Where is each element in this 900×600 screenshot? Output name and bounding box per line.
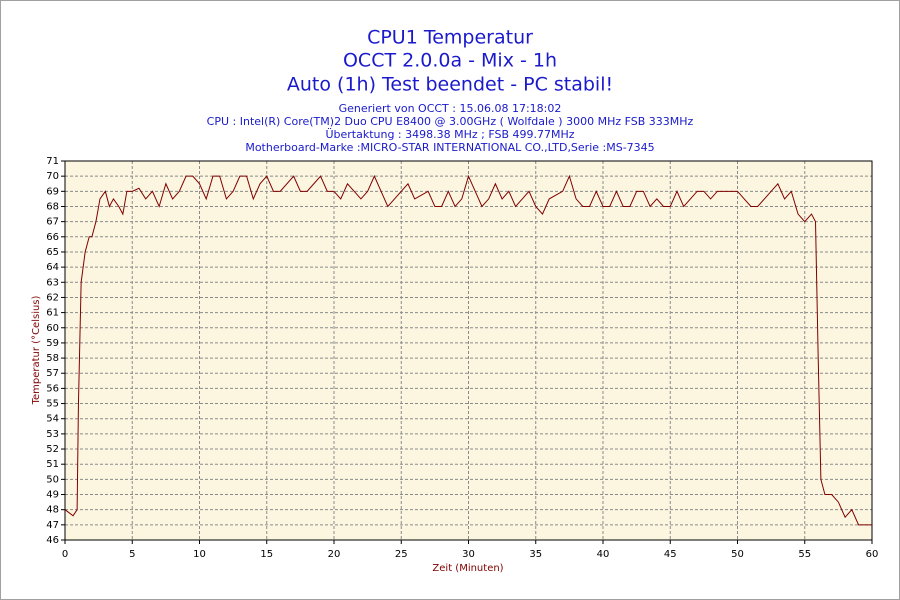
y-tick-label: 68 bbox=[46, 201, 59, 212]
y-axis-label: Temperatur (°Celsius) bbox=[31, 295, 42, 405]
y-tick-label: 66 bbox=[46, 232, 59, 243]
x-tick-label: 15 bbox=[260, 549, 273, 560]
x-tick-label: 5 bbox=[129, 549, 135, 560]
y-tick-label: 65 bbox=[46, 247, 59, 258]
info-line: Motherboard-Marke :MICRO-STAR INTERNATIO… bbox=[245, 141, 654, 154]
info-line: CPU : Intel(R) Core(TM)2 Duo CPU E8400 @… bbox=[207, 115, 694, 128]
x-tick-label: 30 bbox=[462, 549, 475, 560]
y-tick-label: 64 bbox=[46, 262, 59, 273]
x-tick-label: 20 bbox=[328, 549, 341, 560]
chart-subtitle: OCCT 2.0.0a - Mix - 1h bbox=[343, 50, 557, 72]
y-tick-label: 69 bbox=[46, 186, 59, 197]
x-tick-label: 50 bbox=[731, 549, 744, 560]
y-tick-label: 57 bbox=[46, 368, 59, 379]
info-line: Übertaktung : 3498.38 MHz ; FSB 499.77MH… bbox=[325, 128, 574, 141]
y-tick-label: 63 bbox=[46, 277, 59, 288]
x-tick-label: 10 bbox=[193, 549, 206, 560]
y-tick-label: 55 bbox=[46, 399, 59, 410]
x-tick-label: 55 bbox=[798, 549, 811, 560]
y-tick-label: 52 bbox=[46, 444, 59, 455]
plot-border bbox=[64, 160, 873, 541]
x-tick-label: 45 bbox=[664, 549, 677, 560]
temperature-line bbox=[64, 174, 872, 526]
y-tick-label: 61 bbox=[46, 308, 59, 319]
chart-title: CPU1 Temperatur bbox=[367, 27, 533, 49]
chart-subtitle: Auto (1h) Test beendet - PC stabil! bbox=[287, 74, 613, 96]
y-tick-label: 54 bbox=[46, 414, 59, 425]
y-tick-label: 48 bbox=[46, 505, 59, 516]
x-tick-label: 0 bbox=[62, 549, 68, 560]
x-tick-label: 25 bbox=[395, 549, 408, 560]
y-tick-label: 53 bbox=[46, 429, 59, 440]
y-tick-label: 62 bbox=[46, 292, 59, 303]
x-tick-label: 35 bbox=[529, 549, 542, 560]
y-tick-label: 50 bbox=[46, 474, 59, 485]
y-tick-label: 67 bbox=[46, 217, 59, 228]
y-tick-label: 51 bbox=[46, 459, 59, 470]
info-line: Generiert von OCCT : 15.06.08 17:18:02 bbox=[339, 102, 562, 115]
y-tick-label: 49 bbox=[46, 490, 59, 501]
y-tick-label: 58 bbox=[46, 353, 59, 364]
y-tick-label: 46 bbox=[46, 535, 59, 546]
y-tick-label: 70 bbox=[46, 171, 59, 182]
y-tick-label: 56 bbox=[46, 383, 59, 394]
y-tick-label: 60 bbox=[46, 323, 59, 334]
x-axis-label: Zeit (Minuten) bbox=[432, 563, 503, 574]
y-tick-label: 71 bbox=[46, 156, 59, 167]
x-tick-label: 40 bbox=[597, 549, 610, 560]
y-tick-label: 59 bbox=[46, 338, 59, 349]
y-tick-label: 47 bbox=[46, 520, 59, 531]
x-tick-label: 60 bbox=[866, 549, 879, 560]
